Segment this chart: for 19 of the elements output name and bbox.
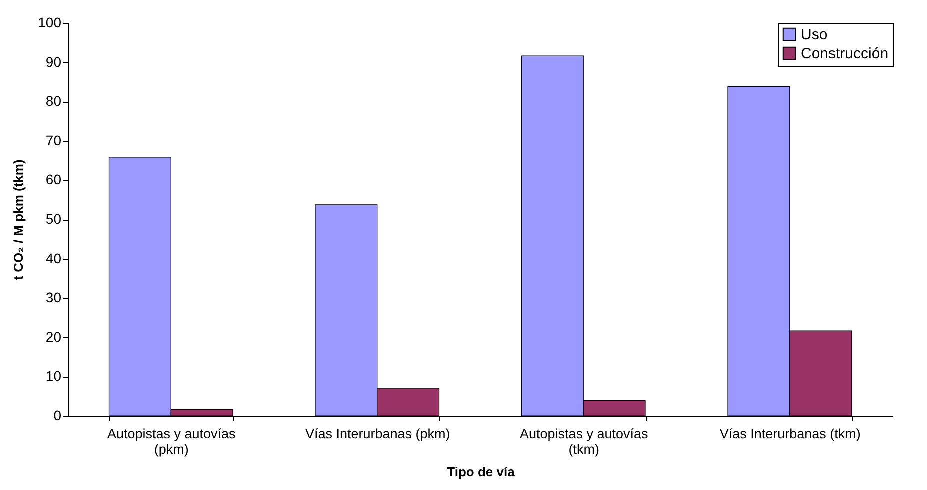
x-tick-label: Vías Interurbanas (tkm): [720, 426, 861, 442]
legend-label: Construcción: [801, 46, 889, 62]
x-axis-title: Tipo de vía: [447, 464, 516, 480]
y-tick-label: 60: [46, 172, 62, 188]
y-tick-label: 0: [54, 408, 62, 424]
y-tick-label: 40: [46, 250, 62, 266]
x-tick-label: Vías Interurbanas (pkm): [305, 426, 450, 442]
y-tick-label: 30: [46, 290, 62, 306]
y-tick-label: 80: [46, 93, 62, 110]
legend-label: Uso: [801, 26, 828, 44]
y-axis-title: t CO₂ / M pkm (tkm): [11, 160, 26, 280]
y-tick-label: 20: [46, 328, 62, 345]
y-tick-label: 100: [38, 14, 62, 30]
x-tick-label: Autopistas y autovías (tkm): [520, 426, 649, 457]
y-tick-label: 10: [46, 368, 62, 384]
y-tick-label: 50: [46, 211, 62, 227]
x-tick-label: Autopistas y autovías (pkm): [107, 426, 236, 457]
y-tick-label: 90: [46, 54, 62, 70]
y-tick-label: 70: [46, 132, 62, 148]
